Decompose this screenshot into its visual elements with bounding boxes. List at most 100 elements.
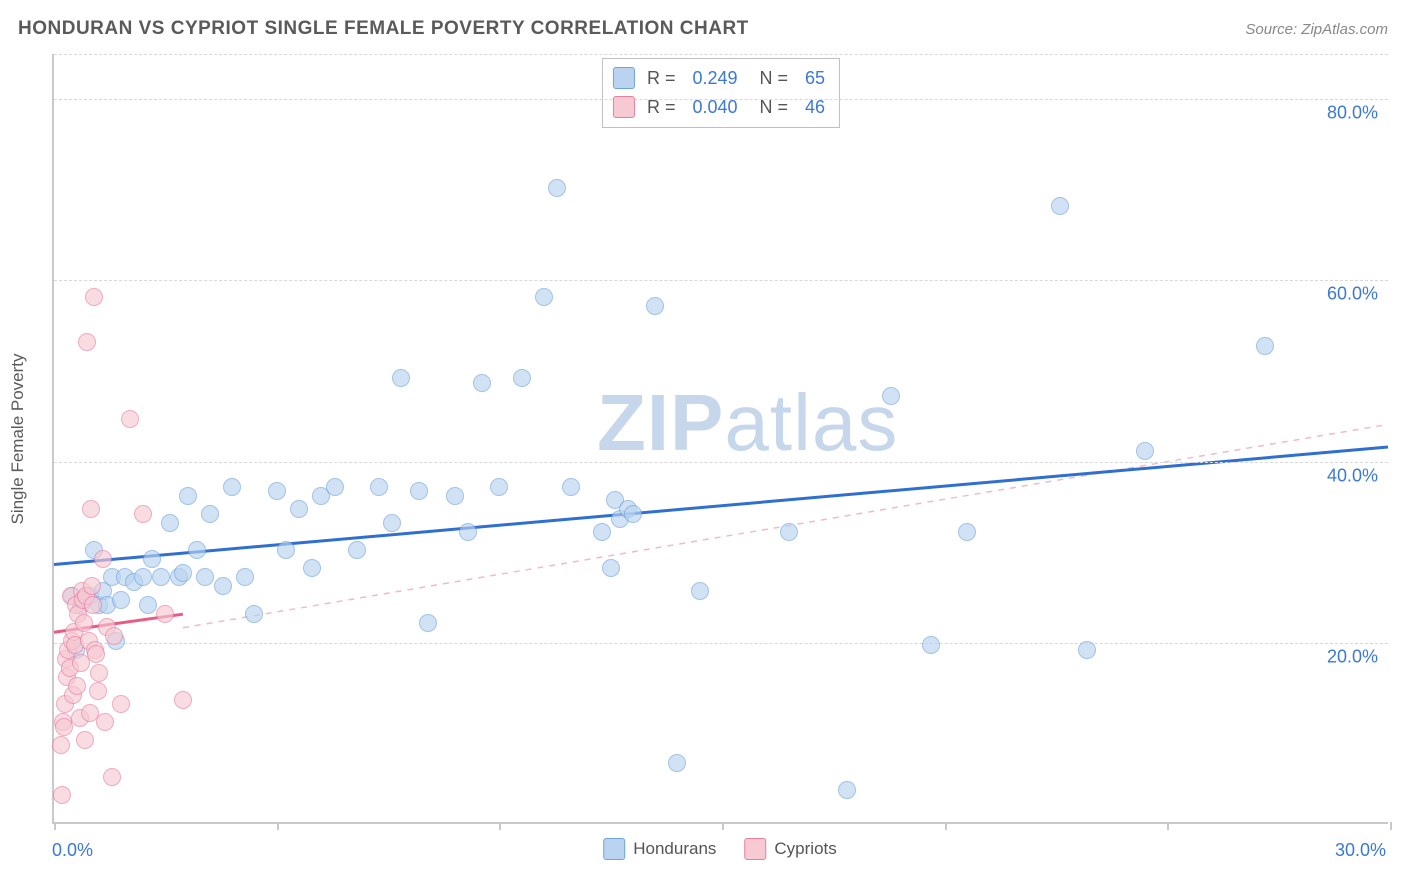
data-point [459, 523, 477, 541]
data-point [383, 514, 401, 532]
data-point [410, 482, 428, 500]
data-point [188, 541, 206, 559]
y-tick-label: 40.0% [1327, 465, 1378, 486]
data-point [392, 369, 410, 387]
stat-label-n: N = [750, 93, 794, 122]
data-point [143, 550, 161, 568]
trend-line [54, 447, 1388, 564]
data-point [348, 541, 366, 559]
x-tick-label: 0.0% [52, 840, 93, 861]
data-point [513, 369, 531, 387]
watermark-bold: ZIP [597, 378, 724, 467]
data-point [593, 523, 611, 541]
y-tick-label: 80.0% [1327, 103, 1378, 124]
data-point [84, 596, 102, 614]
data-point [1256, 337, 1274, 355]
data-point [548, 179, 566, 197]
data-point [245, 605, 263, 623]
data-point [53, 786, 71, 804]
y-tick-label: 20.0% [1327, 646, 1378, 667]
data-point [68, 677, 86, 695]
data-point [562, 478, 580, 496]
source-name: ZipAtlas.com [1301, 21, 1388, 38]
watermark: ZIPatlas [597, 377, 898, 469]
x-tick [1167, 822, 1169, 830]
gridline-h [54, 643, 1388, 644]
data-point [602, 559, 620, 577]
stat-label-r: R = [647, 64, 681, 93]
data-point [105, 627, 123, 645]
data-point [1051, 197, 1069, 215]
data-point [419, 614, 437, 632]
data-point [370, 478, 388, 496]
watermark-light: atlas [724, 378, 898, 467]
data-point [326, 478, 344, 496]
legend-stats-box: R = 0.249 N = 65R = 0.040 N = 46 [602, 58, 840, 128]
data-point [55, 718, 73, 736]
legend-item: Hondurans [603, 838, 716, 860]
data-point [174, 564, 192, 582]
source-prefix: Source: [1245, 21, 1301, 38]
data-point [103, 768, 121, 786]
data-point [121, 410, 139, 428]
data-point [838, 781, 856, 799]
chart-title: HONDURAN VS CYPRIOT SINGLE FEMALE POVERT… [18, 18, 749, 40]
data-point [201, 505, 219, 523]
data-point [1078, 641, 1096, 659]
data-point [75, 614, 93, 632]
y-axis-title: Single Female Poverty [8, 353, 28, 524]
data-point [490, 478, 508, 496]
data-point [78, 333, 96, 351]
data-point [236, 568, 254, 586]
data-point [277, 541, 295, 559]
data-point [90, 664, 108, 682]
x-tick [945, 822, 947, 830]
legend-label: Hondurans [633, 839, 716, 859]
legend-stats-row: R = 0.249 N = 65 [613, 64, 825, 93]
x-tick [1390, 822, 1392, 830]
data-point [624, 505, 642, 523]
data-point [134, 568, 152, 586]
stat-n-value: 65 [805, 64, 825, 93]
legend-swatch [744, 838, 766, 860]
data-point [94, 550, 112, 568]
data-point [96, 713, 114, 731]
data-point [780, 523, 798, 541]
data-point [152, 568, 170, 586]
data-point [76, 731, 94, 749]
gridline-h [54, 54, 1388, 55]
legend-bottom: Hondurans Cypriots [603, 838, 837, 860]
data-point [223, 478, 241, 496]
legend-swatch [613, 67, 635, 89]
data-point [89, 682, 107, 700]
gridline-h [54, 280, 1388, 281]
legend-stats-row: R = 0.040 N = 46 [613, 93, 825, 122]
stat-n-value: 46 [805, 93, 825, 122]
data-point [161, 514, 179, 532]
stat-label-n: N = [750, 64, 794, 93]
data-point [214, 577, 232, 595]
data-point [52, 736, 70, 754]
data-point [958, 523, 976, 541]
data-point [691, 582, 709, 600]
legend-item: Cypriots [744, 838, 836, 860]
y-tick-label: 60.0% [1327, 284, 1378, 305]
data-point [882, 387, 900, 405]
data-point [112, 695, 130, 713]
source-attribution: Source: ZipAtlas.com [1245, 21, 1388, 38]
chart-area: Single Female Poverty ZIPatlas R = 0.249… [52, 54, 1388, 824]
data-point [668, 754, 686, 772]
x-tick-label: 30.0% [1335, 840, 1386, 861]
data-point [134, 505, 152, 523]
data-point [139, 596, 157, 614]
legend-swatch [603, 838, 625, 860]
trend-lines [54, 54, 1388, 822]
gridline-h [54, 99, 1388, 100]
data-point [290, 500, 308, 518]
x-tick [54, 822, 56, 830]
data-point [179, 487, 197, 505]
stat-label-r: R = [647, 93, 681, 122]
data-point [1136, 442, 1154, 460]
data-point [535, 288, 553, 306]
data-point [156, 605, 174, 623]
